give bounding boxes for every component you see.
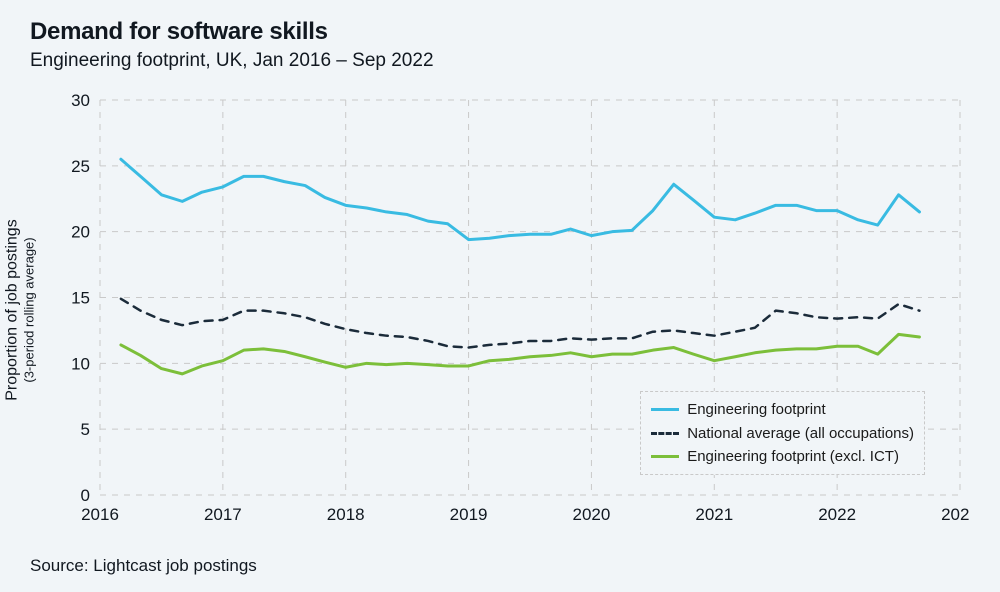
legend-label: Engineering footprint (excl. ICT)	[687, 445, 899, 468]
x-tick-label: 2020	[573, 505, 611, 524]
legend-swatch	[651, 455, 679, 458]
x-tick-label: 2022	[818, 505, 856, 524]
y-tick-label: 10	[71, 354, 90, 373]
y-tick-label: 15	[71, 289, 90, 308]
legend-swatch	[651, 432, 679, 435]
y-tick-label: 20	[71, 223, 90, 242]
chart-subtitle: Engineering footprint, UK, Jan 2016 – Se…	[30, 50, 434, 72]
y-tick-label: 25	[71, 157, 90, 176]
series-line	[121, 334, 920, 374]
chart-area: Proportion of job postings (3-period rol…	[30, 90, 970, 530]
legend-label: Engineering footprint	[687, 398, 825, 421]
x-tick-label: 2017	[204, 505, 242, 524]
y-tick-label: 30	[71, 91, 90, 110]
x-tick-label: 2016	[81, 505, 119, 524]
legend-item: Engineering footprint (excl. ICT)	[651, 445, 914, 468]
series-line	[121, 299, 920, 348]
series-line	[121, 159, 920, 239]
x-tick-label: 2018	[327, 505, 365, 524]
y-tick-label: 5	[81, 420, 90, 439]
x-tick-label: 2023	[941, 505, 970, 524]
chart-source: Source: Lightcast job postings	[30, 556, 257, 576]
legend-swatch	[651, 408, 679, 411]
legend-item: National average (all occupations)	[651, 422, 914, 445]
chart-title: Demand for software skills	[30, 18, 328, 46]
legend-label: National average (all occupations)	[687, 422, 914, 445]
y-axis-label-primary: Proportion of job postings	[4, 160, 22, 460]
x-tick-label: 2021	[695, 505, 733, 524]
legend: Engineering footprintNational average (a…	[640, 391, 925, 475]
y-tick-label: 0	[81, 486, 90, 505]
legend-item: Engineering footprint	[651, 398, 914, 421]
x-tick-label: 2019	[450, 505, 488, 524]
